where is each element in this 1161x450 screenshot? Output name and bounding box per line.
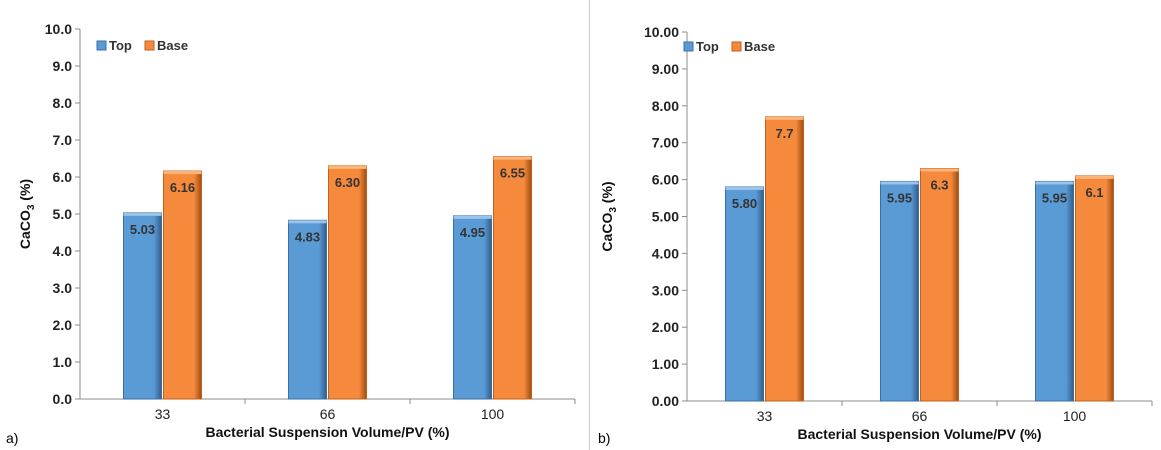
chart-a-bar-base-33 <box>163 170 202 400</box>
chart-a-x-tick-label: 33 <box>155 406 171 422</box>
bar-chart-b: 0.00 1.00 2.00 3.00 4.00 5.00 6.00 7.00 8.00 9.00… <box>599 24 1153 442</box>
chart-b-y-tick-label: 10.00 <box>644 24 679 40</box>
chart-a-y-tick-label: 6.0 <box>53 169 73 185</box>
chart-a-data-label: 4.95 <box>460 225 485 240</box>
chart-a-data-label: 6.55 <box>500 166 525 181</box>
chart-b-data-label: 5.95 <box>887 190 912 205</box>
chart-a-legend-label-top: Top <box>109 38 132 53</box>
chart-a-bar-base-66 <box>328 165 367 400</box>
chart-b-bar-top-100 <box>1035 180 1074 402</box>
chart-a-y-axis-title: CaCO3 (%) <box>17 179 37 249</box>
chart-a-x-tick-label: 100 <box>481 406 505 422</box>
chart-b-legend-swatch-base <box>731 41 742 52</box>
chart-b-data-label: 5.80 <box>732 196 757 211</box>
chart-a-y-tick-label: 8.0 <box>53 95 73 111</box>
chart-a-y-tick-label: 5.0 <box>53 206 73 222</box>
chart-b-x-tick-label: 33 <box>757 408 773 424</box>
chart-a-y-tick-label: 0.0 <box>53 391 73 407</box>
chart-a-legend-swatch-base <box>144 40 155 51</box>
chart-b-bar-base-66 <box>920 168 959 402</box>
chart-b-legend-label-base: Base <box>744 39 775 54</box>
panel-label-a: a) <box>6 430 19 446</box>
chart-b-y-tick-label: 2.00 <box>652 319 679 335</box>
chart-a-bar-top-100 <box>453 215 492 400</box>
chart-a-bar-top-33 <box>123 212 162 400</box>
chart-panel-b: 0.00 1.00 2.00 3.00 4.00 5.00 6.00 7.00 8.00 9.00… <box>592 0 1161 450</box>
chart-b-y-tick-label: 8.00 <box>652 98 679 114</box>
chart-a-x-axis-title: Bacterial Suspension Volume/PV (%) <box>205 424 449 440</box>
chart-a-data-label: 6.30 <box>335 175 360 190</box>
chart-a-y-tick-label: 10.0 <box>45 21 72 37</box>
chart-b-y-tick-label: 5.00 <box>652 209 679 225</box>
chart-b-data-label: 5.95 <box>1042 190 1067 205</box>
chart-b-y-tick-label: 3.00 <box>652 282 679 298</box>
chart-b-bar-base-100 <box>1075 175 1114 402</box>
chart-a-y-tick-label: 1.0 <box>53 354 73 370</box>
chart-a-y-tick-label: 4.0 <box>53 243 73 259</box>
chart-panel-a: 0.0 1.0 2.0 3.0 4.0 5.0 6.0 7.0 8.0 9.0 10.0 33 5.03… <box>6 0 590 450</box>
chart-a-data-label: 5.03 <box>130 222 155 237</box>
chart-a-data-label: 6.16 <box>170 180 195 195</box>
chart-b-y-tick-label: 7.00 <box>652 135 679 151</box>
chart-b-bar-base-33 <box>765 116 804 402</box>
chart-a-legend-label-base: Base <box>157 38 188 53</box>
chart-a-legend-swatch-top <box>96 40 107 51</box>
chart-b-y-tick-label: 1.00 <box>652 356 679 372</box>
chart-a-data-label: 4.83 <box>295 229 320 244</box>
chart-b-y-tick-label: 9.00 <box>652 61 679 77</box>
chart-b-x-tick-label: 66 <box>912 408 928 424</box>
chart-b-data-label: 6.1 <box>1085 185 1103 200</box>
chart-b-y-axis-title: CaCO3 (%) <box>599 181 619 251</box>
chart-b-y-tick-label: 0.00 <box>652 393 679 409</box>
chart-b-bar-top-66 <box>880 180 919 402</box>
chart-a-y-tick-label: 9.0 <box>53 58 73 74</box>
chart-b-legend-label-top: Top <box>696 39 719 54</box>
chart-b-data-label: 7.7 <box>775 126 793 141</box>
chart-a-x-tick-label: 66 <box>320 406 336 422</box>
chart-b-x-tick-label: 100 <box>1063 408 1087 424</box>
chart-b-y-tick-label: 4.00 <box>652 245 679 261</box>
chart-b-bar-top-33 <box>725 186 764 402</box>
chart-a-bar-base-100 <box>493 156 532 400</box>
chart-b-x-axis-title: Bacterial Suspension Volume/PV (%) <box>797 426 1041 442</box>
chart-a-y-tick-label: 7.0 <box>53 132 73 148</box>
panel-label-b: b) <box>598 430 611 446</box>
chart-b-y-tick-label: 6.00 <box>652 172 679 188</box>
chart-a-y-tick-label: 2.0 <box>53 317 73 333</box>
bar-chart-a: 0.0 1.0 2.0 3.0 4.0 5.0 6.0 7.0 8.0 9.0 10.0 33 5.03… <box>17 21 576 440</box>
chart-a-bar-top-66 <box>288 219 327 400</box>
chart-b-data-label: 6.3 <box>930 178 948 193</box>
chart-a-y-tick-label: 3.0 <box>53 280 73 296</box>
chart-b-legend-swatch-top <box>683 41 694 52</box>
